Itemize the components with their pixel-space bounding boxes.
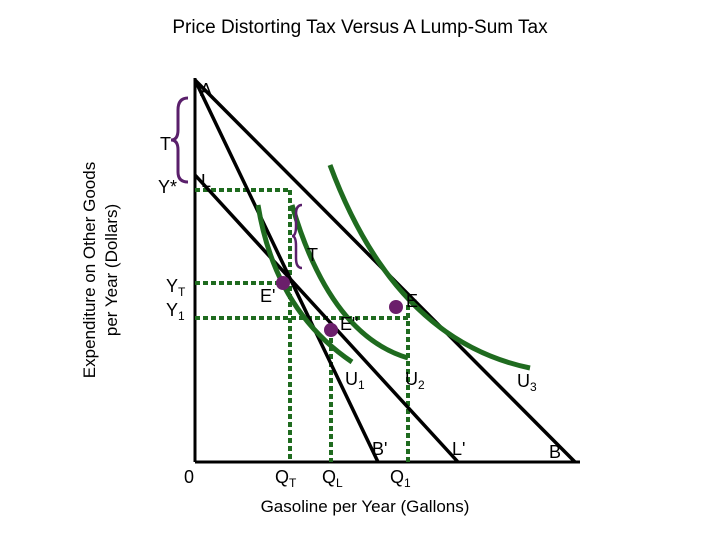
label-e: E <box>406 291 418 311</box>
point-e-double-prime <box>324 323 338 337</box>
label-u3: U3 <box>517 371 537 394</box>
point-e <box>389 300 403 314</box>
label-l-prime: L' <box>452 439 465 459</box>
label-u1: U1 <box>345 369 365 392</box>
label-a: A <box>200 80 212 100</box>
t-bracket-left <box>170 96 189 184</box>
label-l: L <box>201 171 211 191</box>
x-axis-label: Gasoline per Year (Gallons) <box>261 497 470 516</box>
indifference-curves <box>255 164 531 371</box>
label-u2: U2 <box>405 369 425 392</box>
y-tick-y-star: Y* <box>158 177 177 197</box>
indifference-curve-u1 <box>255 204 354 365</box>
indifference-curve-u2 <box>289 204 409 361</box>
label-b: B <box>549 442 561 462</box>
indifference-curve-u3 <box>327 164 531 371</box>
point-e-prime <box>276 276 290 290</box>
label-t-mid: T <box>307 245 318 265</box>
y-tick-t: T <box>160 134 171 154</box>
page-title: Price Distorting Tax Versus A Lump-Sum T… <box>172 17 548 38</box>
t-bracket-middle <box>291 203 303 270</box>
y-axis-label: Expenditure on Other Goods per Year (Dol… <box>80 162 121 378</box>
x-tick-q-l: QL <box>322 467 343 490</box>
x-tick-q-t: QT <box>275 467 297 490</box>
y-tick-y-t: YT <box>166 276 186 299</box>
y-tick-y-1: Y1 <box>166 300 185 323</box>
y-axis-label-line2: per Year (Dollars) <box>102 204 121 336</box>
budget-line-ab-prime <box>193 79 380 463</box>
label-e-prime: E' <box>260 286 275 306</box>
label-b-prime: B' <box>372 439 387 459</box>
label-e-double-prime: E" <box>340 314 358 334</box>
budget-line-ll-prime <box>193 173 460 464</box>
y-axis-label-line1: Expenditure on Other Goods <box>80 162 99 378</box>
x-tick-q-1: Q1 <box>390 467 411 490</box>
origin-label: 0 <box>184 467 194 487</box>
